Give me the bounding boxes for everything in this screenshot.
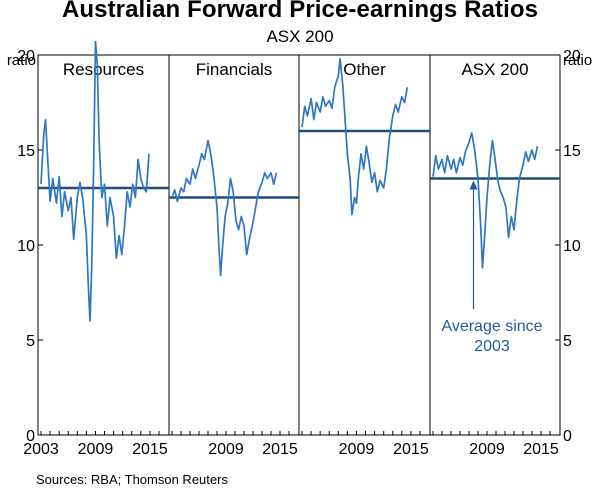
x-tick-label: 2015 bbox=[393, 441, 429, 458]
series-line bbox=[40, 40, 150, 322]
panel-title: Resources bbox=[63, 60, 144, 79]
series-line bbox=[171, 139, 278, 277]
x-tick-label: 2009 bbox=[469, 441, 505, 458]
x-tick-label: 2009 bbox=[208, 441, 244, 458]
panel-title: Other bbox=[343, 60, 386, 79]
panel-title: ASX 200 bbox=[461, 60, 528, 79]
series-line bbox=[432, 132, 539, 269]
panel-title: Financials bbox=[196, 60, 273, 79]
chart-subtitle: ASX 200 bbox=[266, 27, 334, 46]
y-tick-label-right: 20 bbox=[563, 48, 581, 65]
x-tick-label: 2009 bbox=[339, 441, 375, 458]
y-axis-label-right: ratio bbox=[563, 52, 592, 69]
y-tick-label-right: 5 bbox=[563, 333, 572, 350]
annotation-label: Average since 2003 bbox=[441, 318, 542, 355]
x-tick-label: 2015 bbox=[523, 441, 559, 458]
y-tick-label-left: 0 bbox=[26, 428, 35, 445]
y-tick-label-left: 20 bbox=[17, 48, 35, 65]
y-tick-label-right: 15 bbox=[563, 143, 581, 160]
chart-title: Australian Forward Price-earnings Ratios bbox=[61, 0, 539, 23]
y-axis-label-left: ratio bbox=[7, 52, 36, 69]
series-line bbox=[301, 57, 409, 216]
x-tick-label: 2003 bbox=[23, 441, 59, 458]
y-tick-label-left: 15 bbox=[17, 143, 35, 160]
annotation-label-line: Average since bbox=[441, 318, 542, 335]
y-tick-label-right: 10 bbox=[563, 238, 581, 255]
annotation-arrowhead bbox=[469, 180, 478, 190]
x-tick-label: 2015 bbox=[262, 441, 298, 458]
y-tick-label-right: 0 bbox=[563, 428, 572, 445]
x-tick-label: 2015 bbox=[132, 441, 168, 458]
x-tick-label: 2009 bbox=[78, 441, 114, 458]
y-tick-label-left: 10 bbox=[17, 238, 35, 255]
sources-note: Sources: RBA; Thomson Reuters bbox=[36, 472, 228, 487]
y-tick-label-left: 5 bbox=[26, 333, 35, 350]
annotation-label-line: 2003 bbox=[474, 338, 510, 355]
